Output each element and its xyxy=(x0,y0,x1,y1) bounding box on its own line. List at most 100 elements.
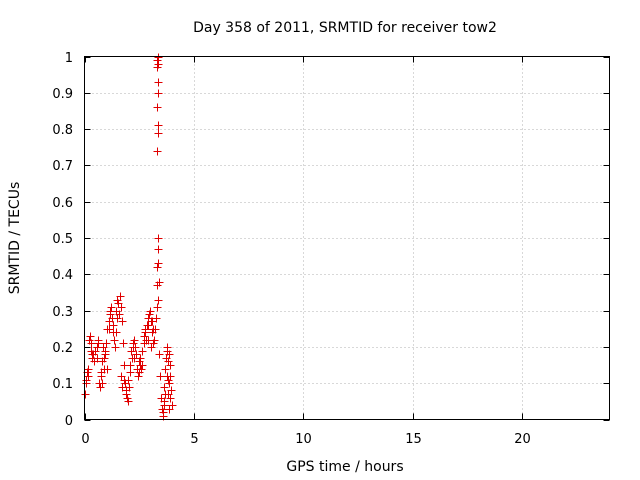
data-point xyxy=(124,397,133,406)
data-point xyxy=(96,383,105,392)
chart-title: Day 358 of 2011, SRMTID for receiver tow… xyxy=(193,20,497,36)
data-point xyxy=(154,296,163,305)
data-point xyxy=(159,408,168,417)
data-point xyxy=(154,89,163,98)
data-point xyxy=(165,405,174,414)
y-tick-label: 1 xyxy=(65,51,73,66)
data-point xyxy=(141,328,150,337)
data-point xyxy=(166,361,175,370)
data-point xyxy=(154,129,163,138)
data-point xyxy=(154,78,163,87)
y-tick-label: 0.8 xyxy=(52,123,73,138)
x-tick-label: 10 xyxy=(295,432,312,447)
data-point xyxy=(113,296,122,305)
data-point xyxy=(109,321,118,330)
data-point xyxy=(126,361,135,370)
data-point xyxy=(118,383,127,392)
y-tick-label: 0 xyxy=(65,414,73,429)
y-tick-label: 0.3 xyxy=(52,305,73,320)
data-point xyxy=(113,314,122,323)
data-point xyxy=(106,310,115,319)
grid xyxy=(84,56,610,420)
data-point xyxy=(100,354,109,363)
data-point xyxy=(125,383,134,392)
data-points xyxy=(81,53,177,421)
data-point xyxy=(119,339,128,348)
data-point xyxy=(154,234,163,243)
data-point xyxy=(82,376,91,385)
x-axis-label: GPS time / hours xyxy=(286,459,403,475)
data-point xyxy=(87,339,96,348)
data-point xyxy=(148,317,157,326)
data-point xyxy=(107,303,116,312)
y-tick-label: 0.6 xyxy=(52,196,73,211)
data-point xyxy=(93,354,102,363)
data-point xyxy=(153,303,162,312)
data-point xyxy=(127,347,136,356)
y-tick-label: 0.1 xyxy=(52,377,73,392)
data-point xyxy=(161,365,170,374)
data-point xyxy=(132,350,141,359)
data-point xyxy=(98,379,107,388)
data-point xyxy=(117,303,126,312)
plot-frame xyxy=(84,56,610,420)
data-point xyxy=(165,379,174,388)
data-point xyxy=(153,103,162,112)
data-point xyxy=(147,343,156,352)
data-point xyxy=(149,325,158,334)
x-ticks: 0 5 10 15 20 xyxy=(81,56,531,447)
x-tick-label: 20 xyxy=(514,432,531,447)
y-tick-label: 0.9 xyxy=(52,87,73,102)
y-tick-label: 0.5 xyxy=(52,232,73,247)
data-point xyxy=(110,336,119,345)
data-point xyxy=(88,350,97,359)
y-tick-label: 0.4 xyxy=(52,268,73,283)
data-point xyxy=(101,347,110,356)
x-tick-label: 15 xyxy=(405,432,422,447)
data-point xyxy=(103,365,112,374)
data-point xyxy=(153,147,162,156)
y-tick-label: 0.7 xyxy=(52,159,73,174)
data-point xyxy=(81,390,90,399)
y-tick-label: 0.2 xyxy=(52,341,73,356)
data-point xyxy=(86,332,95,341)
data-point xyxy=(140,332,149,341)
data-point xyxy=(84,372,93,381)
data-point xyxy=(166,372,175,381)
data-point xyxy=(154,53,163,62)
data-point xyxy=(115,310,124,319)
data-point xyxy=(154,259,163,268)
data-point xyxy=(124,376,133,385)
y-ticks: 0 0.1 0.2 0.3 0.4 0.5 0.6 0.7 0.8 0.9 1 xyxy=(52,51,610,429)
data-point xyxy=(164,390,173,399)
data-point xyxy=(111,343,120,352)
data-point xyxy=(150,336,159,345)
data-point xyxy=(94,339,103,348)
data-point xyxy=(135,368,144,377)
data-point xyxy=(129,343,138,352)
data-point xyxy=(162,354,171,363)
data-point xyxy=(155,278,164,287)
y-axis-label: SRMTID / TECUs xyxy=(7,182,23,295)
data-point xyxy=(130,336,139,345)
data-point xyxy=(153,263,162,272)
data-point xyxy=(136,354,145,363)
data-point xyxy=(109,328,118,337)
data-point xyxy=(138,361,147,370)
data-point xyxy=(97,368,106,377)
data-point xyxy=(118,317,127,326)
data-point xyxy=(84,365,93,374)
data-point xyxy=(126,368,135,377)
data-point xyxy=(146,307,155,316)
data-point xyxy=(154,121,163,130)
data-point xyxy=(160,383,169,392)
data-point xyxy=(154,60,163,69)
data-point xyxy=(156,372,165,381)
x-tick-label: 5 xyxy=(190,432,198,447)
data-point xyxy=(144,321,153,330)
data-point xyxy=(122,390,131,399)
data-point xyxy=(166,394,175,403)
data-point xyxy=(160,397,169,406)
data-point xyxy=(102,339,111,348)
